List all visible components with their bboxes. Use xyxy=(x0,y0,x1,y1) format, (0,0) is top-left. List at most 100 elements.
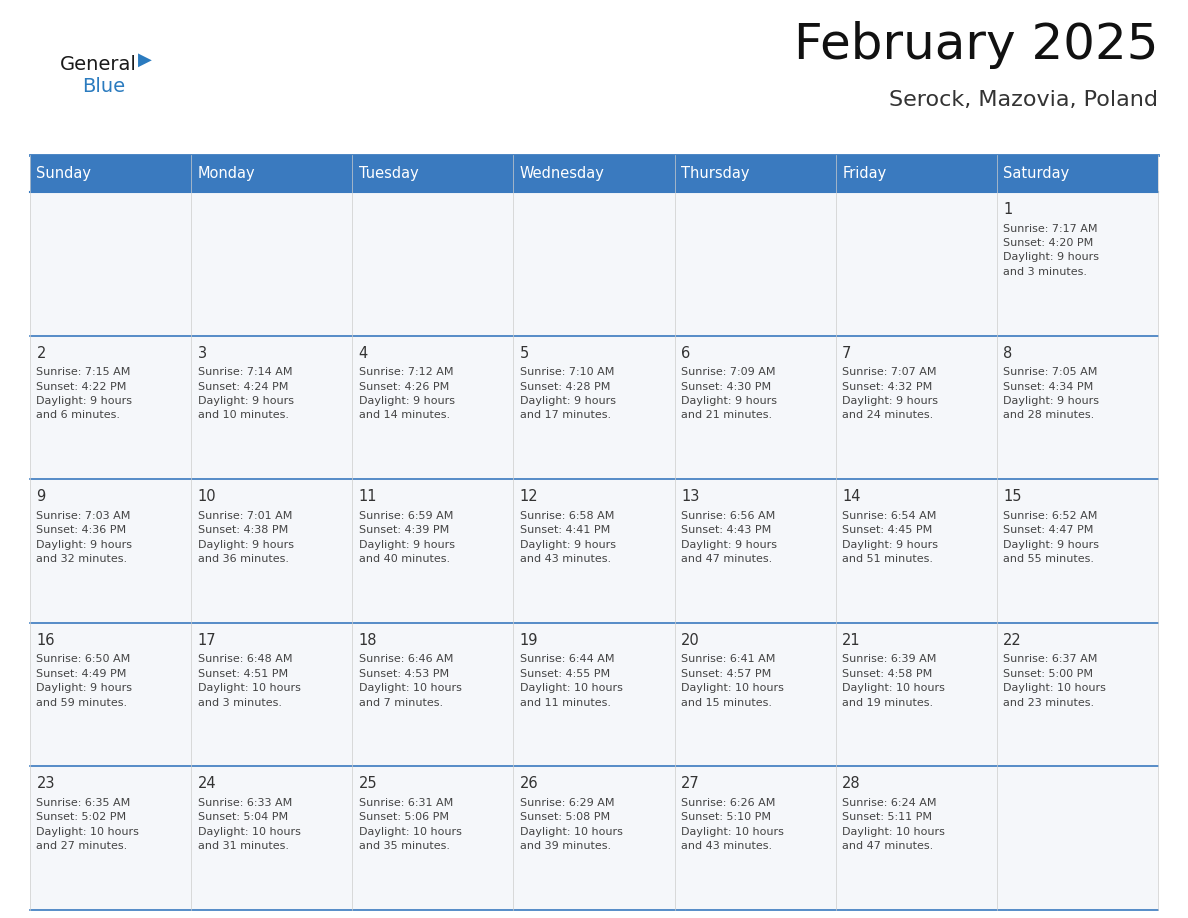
Bar xyxy=(353,155,513,192)
Bar xyxy=(513,155,675,192)
Bar xyxy=(997,192,1158,336)
Bar xyxy=(997,479,1158,622)
Bar xyxy=(30,336,191,479)
Text: Sunrise: 6:58 AM
Sunset: 4:41 PM
Daylight: 9 hours
and 43 minutes.: Sunrise: 6:58 AM Sunset: 4:41 PM Dayligh… xyxy=(520,510,615,564)
Bar xyxy=(835,767,997,910)
Text: Sunrise: 7:07 AM
Sunset: 4:32 PM
Daylight: 9 hours
and 24 minutes.: Sunrise: 7:07 AM Sunset: 4:32 PM Dayligh… xyxy=(842,367,939,420)
Text: 8: 8 xyxy=(1004,346,1012,361)
Text: 15: 15 xyxy=(1004,489,1022,504)
Bar xyxy=(30,479,191,622)
Text: Sunday: Sunday xyxy=(37,166,91,181)
Text: Sunrise: 6:31 AM
Sunset: 5:06 PM
Daylight: 10 hours
and 35 minutes.: Sunrise: 6:31 AM Sunset: 5:06 PM Dayligh… xyxy=(359,798,462,851)
Text: 19: 19 xyxy=(520,633,538,648)
Bar xyxy=(191,336,353,479)
Text: 25: 25 xyxy=(359,777,378,791)
Text: General: General xyxy=(61,55,137,74)
Text: Sunrise: 6:50 AM
Sunset: 4:49 PM
Daylight: 9 hours
and 59 minutes.: Sunrise: 6:50 AM Sunset: 4:49 PM Dayligh… xyxy=(37,655,132,708)
Text: Friday: Friday xyxy=(842,166,886,181)
Text: 13: 13 xyxy=(681,489,700,504)
Bar xyxy=(191,767,353,910)
Text: Monday: Monday xyxy=(197,166,255,181)
Text: Sunrise: 7:09 AM
Sunset: 4:30 PM
Daylight: 9 hours
and 21 minutes.: Sunrise: 7:09 AM Sunset: 4:30 PM Dayligh… xyxy=(681,367,777,420)
Text: Sunrise: 7:17 AM
Sunset: 4:20 PM
Daylight: 9 hours
and 3 minutes.: Sunrise: 7:17 AM Sunset: 4:20 PM Dayligh… xyxy=(1004,224,1099,277)
Text: Sunrise: 6:24 AM
Sunset: 5:11 PM
Daylight: 10 hours
and 47 minutes.: Sunrise: 6:24 AM Sunset: 5:11 PM Dayligh… xyxy=(842,798,944,851)
Text: February 2025: February 2025 xyxy=(794,21,1158,69)
Bar xyxy=(191,155,353,192)
Text: 24: 24 xyxy=(197,777,216,791)
Bar xyxy=(675,479,835,622)
Text: Thursday: Thursday xyxy=(681,166,750,181)
Text: 27: 27 xyxy=(681,777,700,791)
Text: 12: 12 xyxy=(520,489,538,504)
Text: 26: 26 xyxy=(520,777,538,791)
Text: Sunrise: 7:14 AM
Sunset: 4:24 PM
Daylight: 9 hours
and 10 minutes.: Sunrise: 7:14 AM Sunset: 4:24 PM Dayligh… xyxy=(197,367,293,420)
Text: 2: 2 xyxy=(37,346,46,361)
Text: Sunrise: 6:48 AM
Sunset: 4:51 PM
Daylight: 10 hours
and 3 minutes.: Sunrise: 6:48 AM Sunset: 4:51 PM Dayligh… xyxy=(197,655,301,708)
Bar xyxy=(997,336,1158,479)
Bar xyxy=(835,336,997,479)
Text: 9: 9 xyxy=(37,489,45,504)
Text: Blue: Blue xyxy=(82,77,125,96)
Bar xyxy=(353,336,513,479)
Text: Sunrise: 6:37 AM
Sunset: 5:00 PM
Daylight: 10 hours
and 23 minutes.: Sunrise: 6:37 AM Sunset: 5:00 PM Dayligh… xyxy=(1004,655,1106,708)
Bar xyxy=(513,622,675,767)
Text: 14: 14 xyxy=(842,489,860,504)
Text: Sunrise: 6:39 AM
Sunset: 4:58 PM
Daylight: 10 hours
and 19 minutes.: Sunrise: 6:39 AM Sunset: 4:58 PM Dayligh… xyxy=(842,655,944,708)
Bar xyxy=(30,192,191,336)
Bar xyxy=(513,479,675,622)
Text: Sunrise: 6:33 AM
Sunset: 5:04 PM
Daylight: 10 hours
and 31 minutes.: Sunrise: 6:33 AM Sunset: 5:04 PM Dayligh… xyxy=(197,798,301,851)
Text: Sunrise: 6:41 AM
Sunset: 4:57 PM
Daylight: 10 hours
and 15 minutes.: Sunrise: 6:41 AM Sunset: 4:57 PM Dayligh… xyxy=(681,655,784,708)
Text: Sunrise: 6:59 AM
Sunset: 4:39 PM
Daylight: 9 hours
and 40 minutes.: Sunrise: 6:59 AM Sunset: 4:39 PM Dayligh… xyxy=(359,510,455,564)
Bar xyxy=(513,767,675,910)
Text: Sunrise: 7:10 AM
Sunset: 4:28 PM
Daylight: 9 hours
and 17 minutes.: Sunrise: 7:10 AM Sunset: 4:28 PM Dayligh… xyxy=(520,367,615,420)
Text: 20: 20 xyxy=(681,633,700,648)
Bar xyxy=(353,479,513,622)
Bar xyxy=(675,622,835,767)
Bar xyxy=(30,622,191,767)
Text: 6: 6 xyxy=(681,346,690,361)
Text: Sunrise: 7:03 AM
Sunset: 4:36 PM
Daylight: 9 hours
and 32 minutes.: Sunrise: 7:03 AM Sunset: 4:36 PM Dayligh… xyxy=(37,510,132,564)
Bar xyxy=(30,767,191,910)
Text: Tuesday: Tuesday xyxy=(359,166,418,181)
Bar xyxy=(997,155,1158,192)
Text: 17: 17 xyxy=(197,633,216,648)
Bar xyxy=(353,622,513,767)
Bar xyxy=(191,192,353,336)
Text: 7: 7 xyxy=(842,346,852,361)
Text: Saturday: Saturday xyxy=(1004,166,1069,181)
Bar xyxy=(835,622,997,767)
Text: 16: 16 xyxy=(37,633,55,648)
Bar xyxy=(675,767,835,910)
Bar xyxy=(191,622,353,767)
Text: 11: 11 xyxy=(359,489,378,504)
Text: Sunrise: 6:29 AM
Sunset: 5:08 PM
Daylight: 10 hours
and 39 minutes.: Sunrise: 6:29 AM Sunset: 5:08 PM Dayligh… xyxy=(520,798,623,851)
Text: Sunrise: 7:15 AM
Sunset: 4:22 PM
Daylight: 9 hours
and 6 minutes.: Sunrise: 7:15 AM Sunset: 4:22 PM Dayligh… xyxy=(37,367,132,420)
Text: 1: 1 xyxy=(1004,202,1012,217)
Text: Sunrise: 6:54 AM
Sunset: 4:45 PM
Daylight: 9 hours
and 51 minutes.: Sunrise: 6:54 AM Sunset: 4:45 PM Dayligh… xyxy=(842,510,939,564)
Text: Sunrise: 7:01 AM
Sunset: 4:38 PM
Daylight: 9 hours
and 36 minutes.: Sunrise: 7:01 AM Sunset: 4:38 PM Dayligh… xyxy=(197,510,293,564)
Text: 21: 21 xyxy=(842,633,861,648)
Text: Wednesday: Wednesday xyxy=(520,166,605,181)
Text: Sunrise: 7:12 AM
Sunset: 4:26 PM
Daylight: 9 hours
and 14 minutes.: Sunrise: 7:12 AM Sunset: 4:26 PM Dayligh… xyxy=(359,367,455,420)
Text: Sunrise: 6:44 AM
Sunset: 4:55 PM
Daylight: 10 hours
and 11 minutes.: Sunrise: 6:44 AM Sunset: 4:55 PM Dayligh… xyxy=(520,655,623,708)
Bar xyxy=(30,155,191,192)
Text: Sunrise: 6:35 AM
Sunset: 5:02 PM
Daylight: 10 hours
and 27 minutes.: Sunrise: 6:35 AM Sunset: 5:02 PM Dayligh… xyxy=(37,798,139,851)
Bar xyxy=(513,192,675,336)
Text: 3: 3 xyxy=(197,346,207,361)
Text: Serock, Mazovia, Poland: Serock, Mazovia, Poland xyxy=(889,90,1158,110)
Bar xyxy=(675,192,835,336)
Text: Sunrise: 6:52 AM
Sunset: 4:47 PM
Daylight: 9 hours
and 55 minutes.: Sunrise: 6:52 AM Sunset: 4:47 PM Dayligh… xyxy=(1004,510,1099,564)
Bar xyxy=(997,622,1158,767)
Bar xyxy=(835,192,997,336)
Text: 22: 22 xyxy=(1004,633,1022,648)
Text: Sunrise: 7:05 AM
Sunset: 4:34 PM
Daylight: 9 hours
and 28 minutes.: Sunrise: 7:05 AM Sunset: 4:34 PM Dayligh… xyxy=(1004,367,1099,420)
Bar xyxy=(353,767,513,910)
Text: 5: 5 xyxy=(520,346,529,361)
Text: 18: 18 xyxy=(359,633,378,648)
Bar xyxy=(191,479,353,622)
Bar xyxy=(997,767,1158,910)
Text: 4: 4 xyxy=(359,346,368,361)
Bar xyxy=(675,155,835,192)
Bar xyxy=(835,155,997,192)
Text: 23: 23 xyxy=(37,777,55,791)
